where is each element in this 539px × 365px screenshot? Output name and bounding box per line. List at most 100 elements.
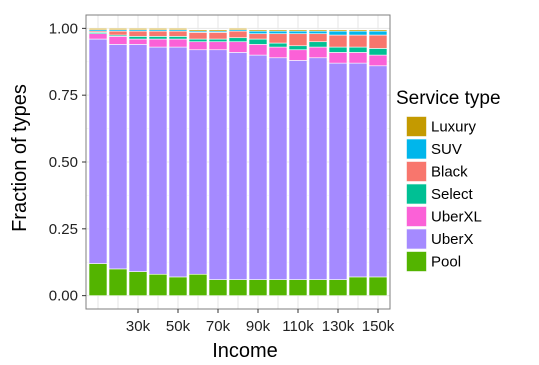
bar-segment-uberx [188, 49, 208, 275]
bar-segment-uberxl [328, 52, 348, 64]
bar-segment-uberx [128, 44, 148, 272]
bar-segment-pool [108, 268, 128, 296]
bar-segment-select [148, 36, 168, 40]
bar-segment-black [348, 34, 368, 48]
bar-segment-select [168, 36, 188, 40]
bar-segment-black [128, 30, 148, 37]
bar-segment-uberxl [368, 54, 388, 67]
y-axis: 0.00 0.25 0.50 0.75 1.00 [49, 20, 86, 305]
x-tick-label: 150k [362, 318, 395, 335]
bar-segment-black [188, 32, 208, 40]
x-axis: 30k 50k 70k 90k 110k 130k 150k [126, 309, 395, 335]
bar-segment-uberx [288, 60, 308, 280]
bar-segment-luxury [108, 28, 128, 30]
legend-label-black: Black [431, 164, 468, 181]
legend-label-luxury: Luxury [431, 119, 477, 136]
legend-label-select: Select [431, 186, 474, 203]
bar-segment-pool [248, 279, 268, 296]
bar-segment-luxury [248, 29, 268, 32]
bar-segment-pool [328, 279, 348, 296]
bar-segment-suv [288, 30, 308, 35]
bar-segment-uberx [88, 38, 108, 264]
legend-swatch-suv [406, 138, 427, 160]
bar-segment-pool [188, 273, 208, 296]
bar-segment-pool [348, 276, 368, 296]
bar-segment-black [108, 30, 128, 36]
bar-segment-black [248, 33, 268, 40]
legend-swatch-uberxl [406, 206, 427, 227]
bar-segment-uberxl [188, 41, 208, 51]
bar-segment-black [368, 34, 388, 49]
bar-segment-luxury [188, 29, 208, 32]
bar-segment-uberxl [268, 46, 288, 59]
legend-label-uberxl: UberXL [431, 209, 482, 226]
bar-segment-suv [248, 30, 268, 35]
bar-segment-luxury [148, 28, 168, 30]
bar-segment-uberxl [208, 41, 228, 51]
y-tick-label: 1.00 [49, 20, 78, 37]
bar-segment-pool [88, 263, 108, 296]
bar-segment-black [168, 30, 188, 37]
y-tick-label: 0.75 [49, 87, 78, 104]
x-tick-label: 70k [206, 318, 231, 335]
bar-segment-pool [308, 279, 328, 296]
bar-segment-luxury [288, 29, 308, 32]
bar-segment-uberxl [128, 38, 148, 45]
x-axis-title: Income [212, 340, 278, 362]
bar-segment-luxury [128, 28, 148, 30]
bar-segment-luxury [348, 29, 368, 32]
bar-segment-select [268, 42, 288, 48]
bar-segment-pool [288, 279, 308, 296]
bar-segment-luxury [88, 28, 108, 30]
bar-segment-black [308, 33, 328, 43]
bar-segment-uberx [268, 57, 288, 280]
legend-label-uberx: UberX [431, 231, 474, 248]
bar-segment-uberxl [148, 38, 168, 48]
y-axis-title: Fraction of types [9, 84, 31, 232]
bar-segment-luxury [308, 29, 328, 32]
bar-segment-pool [228, 279, 248, 296]
bar-segment-pool [268, 279, 288, 296]
bar-segment-uberxl [348, 52, 368, 64]
bar-segment-luxury [328, 29, 348, 32]
legend-title: Service type [396, 88, 501, 109]
bar-segment-uberx [368, 65, 388, 278]
bar-segment-uberx [168, 46, 188, 278]
bar-segment-pool [148, 273, 168, 296]
bar-segment-pool [128, 271, 148, 296]
bar-segment-uberx [148, 46, 168, 275]
bar-segment-uberxl [248, 44, 268, 56]
bar-segment-select [188, 38, 208, 43]
x-tick-label: 130k [322, 318, 355, 335]
x-tick-label: 30k [126, 318, 151, 335]
legend-swatch-uberx [406, 228, 427, 250]
bar-segment-pool [208, 279, 228, 296]
bar-segment-suv [368, 30, 388, 36]
bar-segment-uberxl [108, 36, 128, 45]
bar-segment-select [228, 37, 248, 43]
bar-segment-select [288, 45, 308, 51]
legend-swatch-pool [406, 251, 427, 272]
bar-segment-uberx [228, 52, 248, 280]
bar-segment-uberxl [88, 33, 108, 40]
legend-label-pool: Pool [431, 254, 461, 271]
bar-segment-pool [168, 276, 188, 296]
bar-segment-luxury [228, 28, 248, 30]
bar-segment-luxury [268, 29, 288, 32]
bar-segment-select [248, 38, 268, 45]
bar-segment-uberxl [308, 46, 328, 59]
legend-swatch-luxury [406, 116, 427, 137]
bar-segment-uberx [328, 62, 348, 280]
bar-segment-black [328, 34, 348, 48]
y-tick-label: 0.00 [49, 288, 78, 305]
bar-segment-uberxl [288, 49, 308, 61]
x-tick-label: 90k [246, 318, 271, 335]
bar-segment-select [368, 48, 388, 56]
bar-segment-select [328, 46, 348, 53]
bar-segment-uberxl [228, 41, 248, 53]
x-tick-label: 110k [282, 318, 314, 335]
bar-segment-select [128, 36, 148, 40]
bar-segment-uberx [348, 62, 368, 278]
bar-segment-suv [328, 30, 348, 36]
